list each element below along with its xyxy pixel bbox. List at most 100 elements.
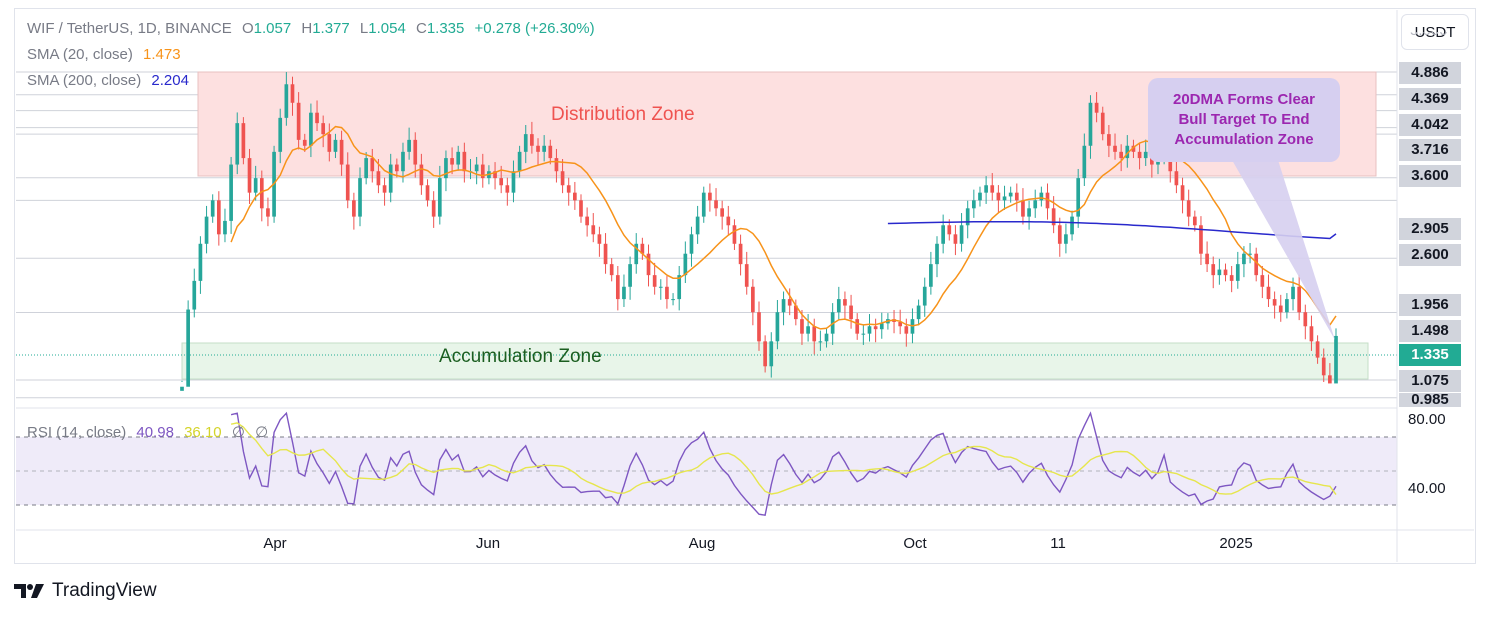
price-tag-3716: 3.716	[1399, 139, 1461, 161]
candle-body	[1008, 192, 1013, 197]
candle-body	[806, 326, 810, 334]
candle-body	[665, 286, 669, 300]
chart-frame	[14, 8, 1476, 564]
candle-body	[290, 84, 295, 103]
candle-body	[223, 220, 227, 235]
candle-body	[787, 299, 792, 306]
candle-body	[996, 192, 1001, 201]
candle-body	[867, 326, 872, 334]
candle-body	[818, 341, 823, 343]
annotation-callout[interactable]: 20DMA Forms Clear Bull Target To End Acc…	[1148, 78, 1340, 162]
candle-body	[1070, 216, 1074, 235]
candle-body	[1045, 192, 1050, 209]
candle-body	[781, 299, 786, 313]
candle-body	[775, 312, 780, 342]
low-label: L	[359, 20, 369, 37]
candle-body	[1254, 253, 1259, 276]
candle-body	[824, 333, 829, 342]
rsi-legend[interactable]: RSI (14, close) 40.98 36.10 ∅ ∅	[27, 423, 274, 441]
tradingview-logo[interactable]: TradingView	[14, 580, 157, 602]
candle-body	[1297, 286, 1302, 313]
candle-body	[873, 326, 878, 330]
candle-body	[603, 243, 608, 265]
candle-body	[1266, 286, 1271, 300]
candle-body	[634, 243, 639, 265]
sma200-line	[887, 220, 1337, 240]
candle-body	[591, 225, 596, 235]
candle-body	[812, 326, 817, 342]
candle-body	[941, 225, 945, 244]
candle-body	[622, 286, 626, 300]
time-label-oct: Oct	[903, 535, 927, 552]
candle-body	[898, 321, 903, 327]
candle-body	[701, 192, 706, 217]
candle-body	[1223, 269, 1228, 276]
time-label-2025: 2025	[1219, 535, 1253, 552]
price-tag-4042: 4.042	[1399, 114, 1461, 136]
candle-body	[1057, 225, 1062, 244]
candle-body	[708, 192, 712, 201]
currency-button[interactable]: USDT	[1401, 14, 1469, 50]
candle-body	[505, 185, 510, 193]
open-label: O	[241, 20, 254, 37]
accumulation-zone-label: Accumulation Zone	[439, 346, 602, 367]
callout-pointer	[1232, 160, 1335, 340]
candle-body	[953, 234, 958, 244]
candle-body	[609, 264, 614, 276]
distribution-zone-label: Distribution Zone	[551, 104, 695, 125]
rsi-extra-2: ∅	[255, 424, 269, 441]
candle-body	[266, 208, 270, 217]
candle-body	[345, 164, 350, 201]
candle-body	[744, 264, 749, 287]
price-axis-partial-label: 5.000	[1410, 32, 1448, 39]
callout-line-1: 20DMA Forms Clear	[1173, 91, 1315, 108]
candle-body	[800, 319, 804, 334]
candle-body	[677, 275, 682, 300]
candle-body	[560, 171, 565, 186]
candle-body	[437, 178, 442, 217]
candle-body	[597, 234, 602, 244]
candle-body	[1205, 253, 1209, 265]
candle-body	[1334, 335, 1338, 384]
candle-body	[1328, 375, 1332, 384]
candle-body	[1137, 151, 1142, 159]
candle-body	[480, 164, 485, 179]
symbol-legend: WIF / TetherUS, 1D, BINANCE O1.057 H1.37…	[27, 20, 601, 37]
candle-body	[769, 341, 774, 367]
candle-body	[879, 323, 884, 330]
candle-body	[732, 225, 737, 244]
candle-body	[511, 171, 516, 193]
candle-body	[210, 200, 215, 217]
candle-body	[370, 158, 375, 172]
candle-body	[296, 102, 301, 140]
candle-body	[456, 151, 461, 165]
candle-body	[1100, 112, 1105, 135]
time-label-jun: Jun	[475, 535, 501, 552]
candle-body	[1174, 171, 1179, 186]
candle-body	[843, 299, 847, 306]
candle-body	[751, 286, 755, 313]
candle-body	[566, 185, 571, 193]
candle-body	[1199, 225, 1203, 254]
accumulation-zone	[181, 342, 1369, 380]
candle-body	[309, 112, 313, 146]
change-value: +0.278 (+26.30%)	[474, 20, 595, 37]
candle-body	[517, 151, 522, 172]
candle-body	[646, 253, 651, 276]
candle-body	[327, 134, 332, 152]
candle-body	[714, 200, 718, 209]
rsi-label: RSI (14, close)	[27, 424, 127, 441]
candle-body	[836, 299, 841, 313]
candle-body	[1248, 253, 1252, 255]
sma200-value: 2.204	[151, 72, 189, 89]
sma200-legend[interactable]: SMA (200, close) 2.204	[27, 72, 195, 89]
candle-body	[241, 123, 246, 159]
candle-body	[315, 112, 319, 124]
price-tag-3600: 3.600	[1399, 165, 1461, 187]
sma20-legend[interactable]: SMA (20, close) 1.473	[27, 46, 187, 63]
candle-body	[1131, 145, 1136, 152]
candle-body	[474, 164, 479, 172]
candle-body	[1033, 200, 1038, 209]
candle-body	[990, 185, 995, 193]
